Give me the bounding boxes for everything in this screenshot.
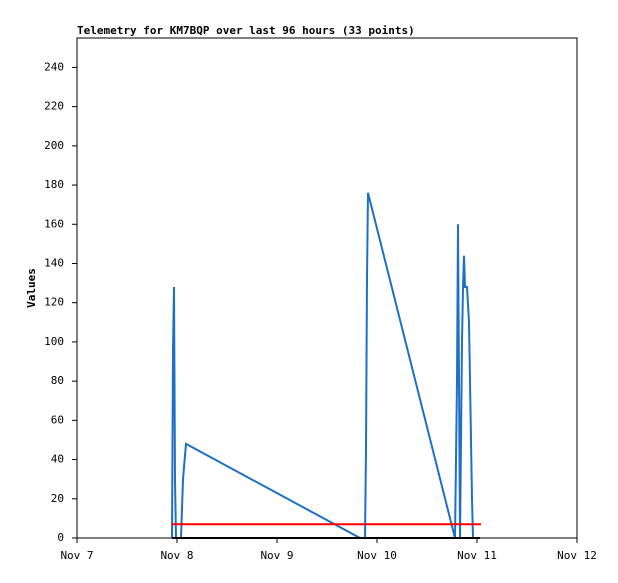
x-tick-label: Nov 12: [557, 549, 597, 562]
x-tick-label: Nov 10: [357, 549, 397, 562]
y-tick-label: 180: [44, 178, 64, 191]
y-tick-label: 80: [51, 374, 64, 387]
y-tick-label: 240: [44, 60, 64, 73]
y-tick-label: 140: [44, 256, 64, 269]
y-tick-label: 100: [44, 335, 64, 348]
y-axis-label: Values: [25, 268, 38, 308]
y-tick-label: 220: [44, 100, 64, 113]
y-tick-label: 60: [51, 413, 64, 426]
x-tick-label: Nov 11: [457, 549, 497, 562]
chart-title: Telemetry for KM7BQP over last 96 hours …: [77, 24, 415, 37]
y-tick-label: 200: [44, 139, 64, 152]
x-tick-label: Nov 8: [160, 549, 193, 562]
y-tick-label: 120: [44, 296, 64, 309]
y-tick-label: 160: [44, 217, 64, 230]
x-tick-label: Nov 7: [60, 549, 93, 562]
y-tick-label: 40: [51, 453, 64, 466]
series-line: [171, 192, 474, 539]
y-tick-label: 20: [51, 492, 64, 505]
plot-frame: [76, 37, 578, 539]
y-tick-label: 0: [57, 531, 64, 544]
x-tick-label: Nov 9: [260, 549, 293, 562]
